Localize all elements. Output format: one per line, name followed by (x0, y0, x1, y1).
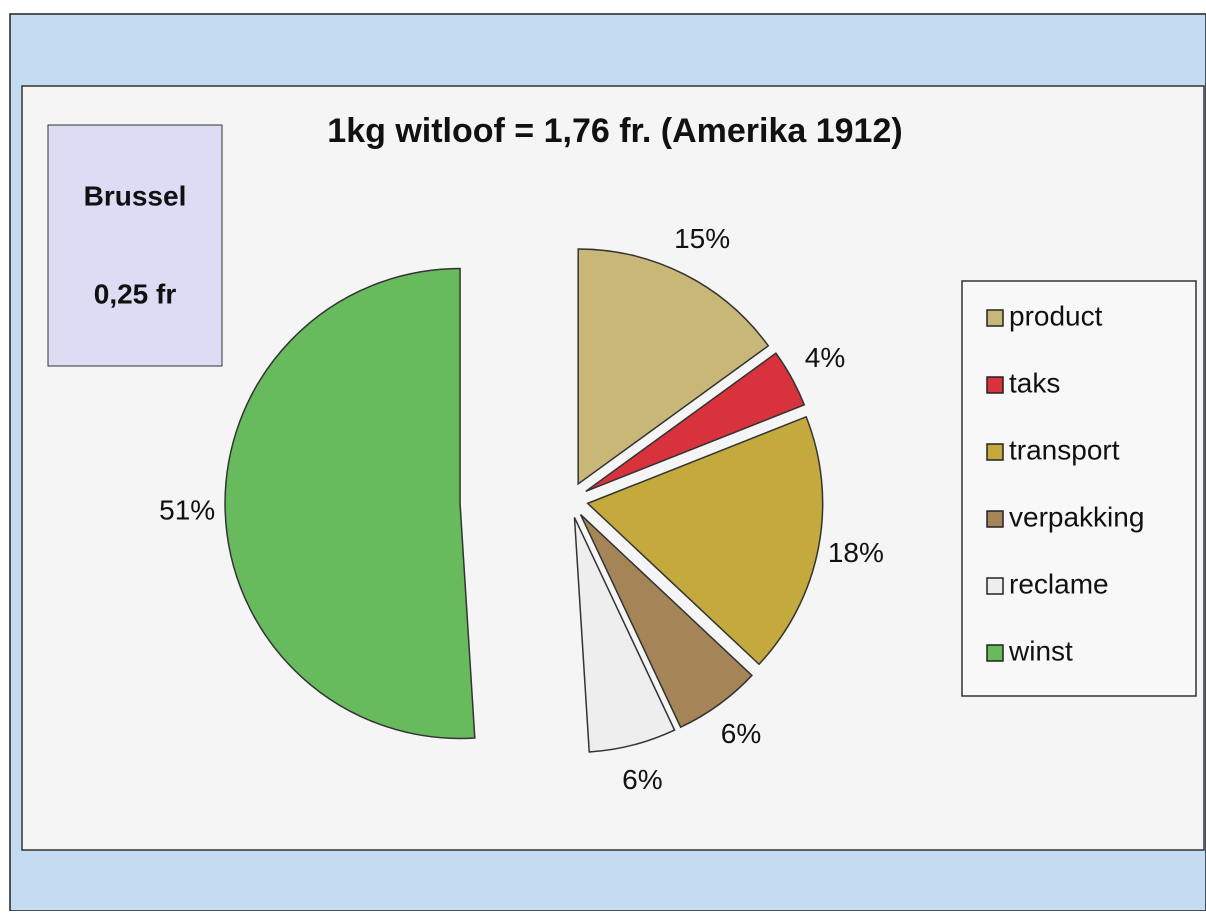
legend-label: taks (1009, 367, 1060, 398)
legend (962, 281, 1196, 696)
legend-label: reclame (1009, 568, 1109, 599)
legend-swatch (987, 511, 1003, 527)
legend-swatch (987, 310, 1003, 326)
data-label: 6% (721, 718, 761, 749)
legend-swatch (987, 578, 1003, 594)
annotation-text: Brussel (84, 180, 187, 211)
legend-label: product (1009, 300, 1103, 331)
data-label: 18% (828, 537, 884, 568)
data-label: 15% (674, 223, 730, 254)
chart: 1kg witloof = 1,76 fr. (Amerika 1912) Br… (0, 0, 1206, 911)
legend-label: verpakking (1009, 501, 1144, 532)
page: 1kg witloof = 1,76 fr. (Amerika 1912) Br… (0, 0, 1206, 911)
legend-swatch (987, 645, 1003, 661)
data-label: 51% (159, 494, 215, 525)
data-label: 6% (622, 764, 662, 795)
annotation-box (48, 125, 222, 366)
legend-swatch (987, 377, 1003, 393)
chart-title: 1kg witloof = 1,76 fr. (Amerika 1912) (327, 112, 902, 150)
annotation-text: 0,25 fr (94, 278, 177, 309)
legend-label: transport (1009, 434, 1120, 465)
legend-swatch (987, 444, 1003, 460)
data-label: 4% (805, 342, 845, 373)
legend-label: winst (1008, 635, 1073, 666)
